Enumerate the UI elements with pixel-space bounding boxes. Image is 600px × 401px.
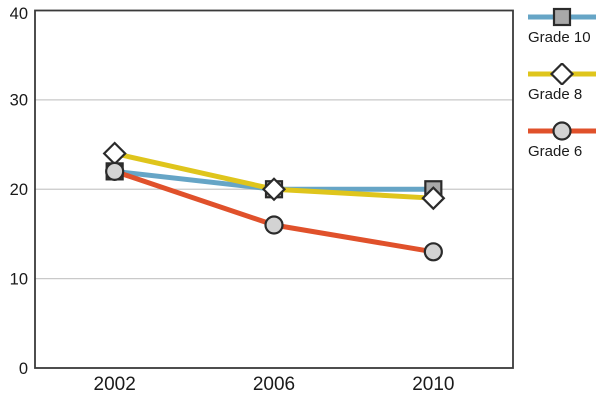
marker-diamond-s1-p2 — [421, 186, 446, 211]
y-tick-label: 10 — [10, 270, 28, 288]
legend-key-2 — [528, 121, 596, 141]
x-tick-label: 2002 — [94, 374, 136, 395]
legend-label: Grade 8 — [528, 86, 583, 103]
legend: Grade 10 Grade 8 Grade 6 — [522, 6, 600, 177]
x-tick-label: 2006 — [253, 374, 295, 395]
x-tick-label: 2010 — [412, 374, 454, 395]
plot-border — [34, 9, 514, 369]
legend-key-1 — [528, 63, 596, 85]
marker-diamond-s1-p0 — [102, 141, 127, 166]
legend-item-grade-6: Grade 6 — [522, 120, 600, 161]
legend-label: Grade 6 — [528, 143, 583, 160]
legend-label: Grade 10 — [528, 29, 591, 46]
legend-key-0 — [528, 7, 596, 27]
y-tick-label: 0 — [19, 360, 28, 378]
y-tick-label: 20 — [10, 181, 28, 199]
legend-item-grade-8: Grade 8 — [522, 63, 600, 104]
marker-circle-s2-p1 — [264, 215, 284, 235]
legend-marker-circle — [552, 121, 572, 141]
marker-circle-s2-p0 — [105, 161, 125, 181]
marker-circle-s2-p2 — [423, 242, 443, 262]
y-tick-label: 30 — [10, 92, 28, 110]
legend-marker-diamond — [549, 63, 575, 85]
legend-marker-square — [552, 7, 572, 27]
legend-item-grade-10: Grade 10 — [522, 6, 600, 47]
marker-diamond-s1-p1 — [261, 177, 287, 202]
y-tick-label: 40 — [10, 5, 28, 23]
